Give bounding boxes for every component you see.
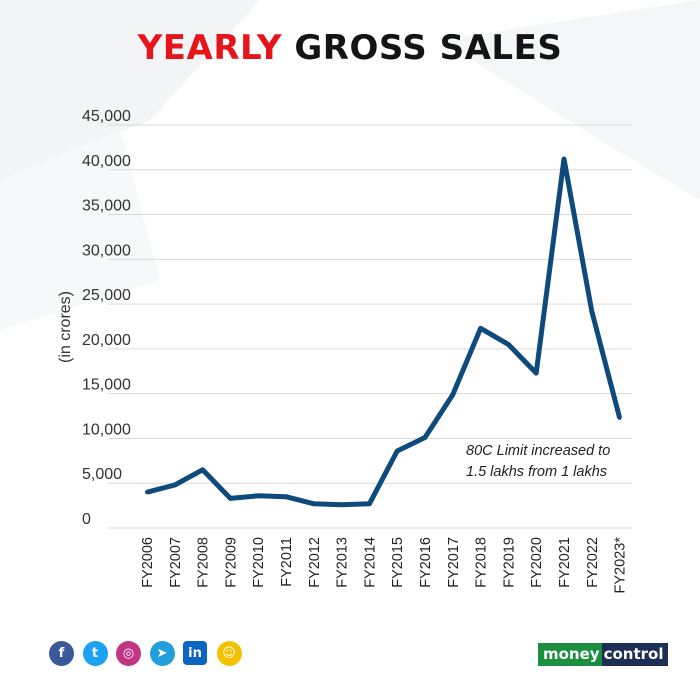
x-tick-label: FY2013: [335, 537, 351, 588]
snapchat-icon[interactable]: ☺: [216, 641, 242, 666]
data-points: [145, 157, 622, 507]
x-tick-label: FY2009: [223, 537, 239, 588]
x-tick-label: FY2006: [140, 537, 156, 588]
y-tick-label: 5,000: [82, 466, 122, 483]
y-tick-label: 30,000: [82, 242, 131, 259]
title-rest: GROSS SALES: [294, 28, 563, 68]
y-tick-label: 15,000: [82, 377, 131, 394]
x-tick-label: FY2017: [446, 537, 462, 588]
y-tick-label: 20,000: [82, 332, 131, 349]
data-point: [589, 309, 594, 314]
x-tick-label: FY2012: [307, 537, 323, 588]
x-tick-label: FY2010: [251, 537, 267, 588]
background-shape: [0, 0, 260, 180]
data-point: [423, 435, 427, 440]
data-point: [172, 483, 177, 488]
y-tick-label: 0: [82, 511, 91, 528]
data-point: [228, 496, 233, 501]
x-tick-label: FY2020: [529, 537, 545, 588]
y-tick-label: 25,000: [82, 287, 131, 304]
x-tick-label: FY2016: [418, 537, 434, 588]
background-shape: [0, 130, 160, 330]
x-tick-label: FY2023*: [613, 537, 629, 594]
x-tick-label: FY2011: [279, 537, 295, 587]
twitter-icon[interactable]: t: [82, 641, 108, 666]
facebook-icon[interactable]: f: [49, 641, 74, 666]
x-tick-label: FY2022: [585, 537, 601, 588]
x-tick-label: FY2007: [168, 537, 184, 588]
annotation-line-2: 1.5 lakhs from 1 lakhs: [466, 464, 607, 480]
x-tick-label: FY2008: [196, 537, 212, 588]
data-point: [284, 494, 288, 499]
linkedin-icon[interactable]: in: [183, 641, 207, 665]
logo-part-money: money: [538, 643, 602, 666]
y-tick-label: 10,000: [82, 421, 131, 438]
data-point: [395, 448, 400, 453]
series-line: [146, 156, 623, 508]
y-tick-label: 40,000: [82, 153, 131, 170]
y-tick-label: 35,000: [82, 198, 131, 215]
data-point: [617, 415, 622, 420]
data-point: [450, 392, 455, 397]
data-point: [534, 371, 539, 376]
data-point: [367, 501, 372, 506]
telegram-icon[interactable]: ➤: [149, 641, 175, 666]
data-point: [339, 502, 344, 507]
annotation-line-1: 80C Limit increased to: [466, 443, 610, 459]
y-tick-label: 45,000: [82, 108, 131, 125]
instagram-icon[interactable]: ◎: [116, 641, 141, 666]
x-tick-label: FY2015: [390, 537, 406, 588]
data-point: [311, 501, 316, 506]
data-point: [478, 326, 483, 331]
title-highlight: YEARLY: [137, 28, 283, 68]
data-point: [562, 157, 566, 162]
data-point: [506, 342, 511, 347]
moneycontrol-logo: money control: [538, 643, 669, 666]
data-point: [200, 467, 205, 472]
y-axis-tick-labels: 0 5,000 10,000 15,000 20,000 25,000 30,000 35,0…: [82, 108, 131, 528]
data-point: [256, 493, 261, 498]
x-tick-label: FY2021: [557, 537, 573, 588]
x-tick-label: FY2014: [362, 537, 378, 588]
gridlines: [108, 124, 632, 529]
x-axis-tick-labels: FY2006 FY2007 FY2008 FY2009 FY2010 FY2011 FY20…: [140, 537, 629, 594]
x-tick-label: FY2019: [501, 537, 517, 588]
logo-part-control: control: [601, 643, 669, 666]
page-title: YEARLY GROSS SALES: [0, 28, 700, 69]
y-axis-title: (in crores): [57, 291, 74, 363]
x-tick-label: FY2018: [474, 537, 490, 588]
background-shape: [440, 0, 700, 200]
data-point: [145, 490, 149, 495]
